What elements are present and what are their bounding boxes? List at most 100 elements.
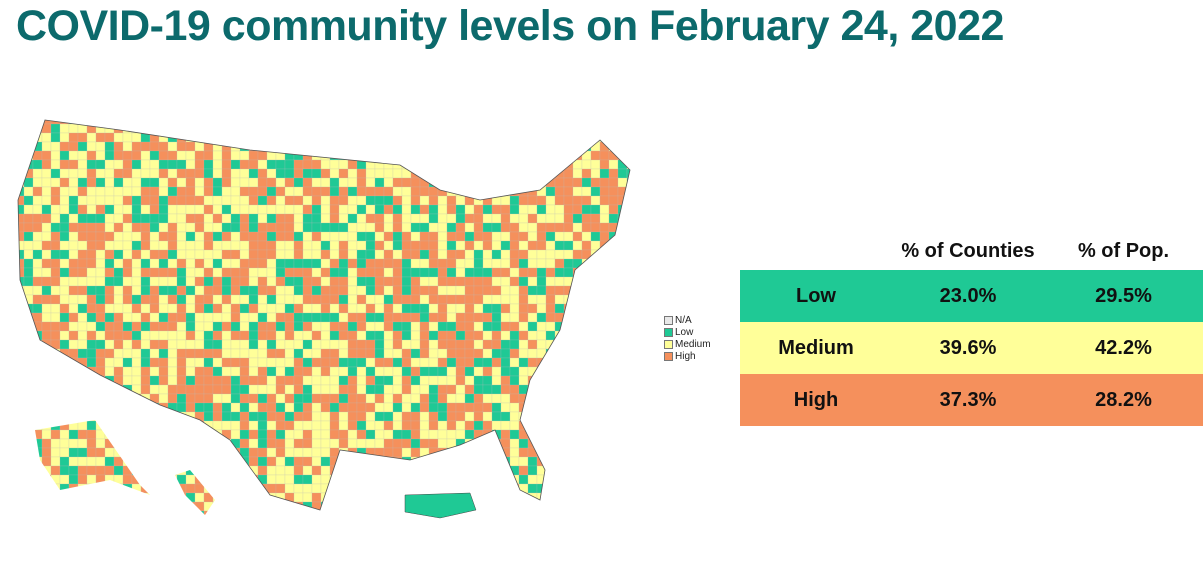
county-tile <box>248 330 259 341</box>
county-tile <box>230 492 241 503</box>
county-tile <box>518 330 529 341</box>
county-tile <box>365 339 376 350</box>
county-tile <box>509 258 520 269</box>
county-tile <box>158 456 169 467</box>
county-tile <box>599 186 610 197</box>
county-tile <box>482 276 493 287</box>
county-tile <box>293 330 304 341</box>
county-tile <box>374 420 385 431</box>
legend-item: High <box>664 350 711 362</box>
county-tile <box>599 492 610 503</box>
county-tile <box>401 330 412 341</box>
county-tile <box>455 132 466 143</box>
county-tile <box>582 520 591 529</box>
county-tile <box>167 384 178 395</box>
county-tile <box>95 501 106 512</box>
county-tile <box>383 240 394 251</box>
county-tile <box>518 159 529 170</box>
county-tile <box>410 141 421 152</box>
county-tile <box>401 384 412 395</box>
county-tile <box>122 120 133 125</box>
county-tile <box>302 240 313 251</box>
county-tile <box>302 249 313 260</box>
county-tile <box>293 240 304 251</box>
county-tile <box>500 213 511 224</box>
county-tile <box>338 132 349 143</box>
county-tile <box>365 294 376 305</box>
county-tile <box>50 366 61 377</box>
county-tile <box>257 294 268 305</box>
county-tile <box>302 411 313 422</box>
county-tile <box>95 420 106 431</box>
county-tile <box>239 168 250 179</box>
county-tile <box>410 249 421 260</box>
county-tile <box>95 483 106 494</box>
county-tile <box>536 420 547 431</box>
county-tile <box>636 493 645 502</box>
county-tile <box>608 420 619 431</box>
county-tile <box>572 357 583 368</box>
county-tile <box>77 303 88 314</box>
county-tile <box>257 249 268 260</box>
county-tile <box>140 438 151 449</box>
county-tile <box>185 204 196 215</box>
county-tile <box>18 438 25 449</box>
county-tile <box>248 267 259 278</box>
county-tile <box>140 366 151 377</box>
county-tile <box>266 312 277 323</box>
county-tile <box>572 330 583 341</box>
county-tile <box>86 483 97 494</box>
county-tile <box>527 438 538 449</box>
county-tile <box>509 348 520 359</box>
county-tile <box>59 501 70 512</box>
county-tile <box>410 312 421 323</box>
county-tile <box>383 357 394 368</box>
county-tile <box>527 294 538 305</box>
county-tile <box>302 186 313 197</box>
county-tile <box>446 411 457 422</box>
county-tile <box>68 258 79 269</box>
county-tile <box>257 195 268 206</box>
county-tile <box>636 421 645 430</box>
county-tile <box>618 520 627 529</box>
county-tile <box>626 150 630 161</box>
county-tile <box>545 438 556 449</box>
county-tile <box>536 474 547 485</box>
county-tile <box>311 384 322 395</box>
county-tile <box>50 120 61 125</box>
county-tile <box>509 429 520 440</box>
county-tile <box>509 195 520 206</box>
county-tile <box>500 312 511 323</box>
county-tile <box>419 258 430 269</box>
county-tile <box>212 285 223 296</box>
county-tile <box>572 438 583 449</box>
county-tile <box>168 520 177 529</box>
county-tile <box>482 267 493 278</box>
county-tile <box>275 267 286 278</box>
county-tile <box>581 375 592 386</box>
county-tile <box>248 375 259 386</box>
county-tile <box>482 258 493 269</box>
county-tile <box>519 520 528 529</box>
county-tile <box>194 474 205 485</box>
county-tile <box>563 474 574 485</box>
county-tile <box>194 339 205 350</box>
county-tile <box>482 204 493 215</box>
county-tile <box>266 357 277 368</box>
county-tile <box>122 402 133 413</box>
county-tile <box>464 159 475 170</box>
county-tile <box>212 213 223 224</box>
county-tile <box>248 384 259 395</box>
county-tile <box>473 213 484 224</box>
county-tile <box>18 339 25 350</box>
county-tile <box>617 447 628 458</box>
county-tile <box>329 132 340 143</box>
county-tile <box>401 213 412 224</box>
county-tile <box>284 249 295 260</box>
county-tile <box>536 375 547 386</box>
county-tile <box>185 483 196 494</box>
county-tile <box>464 150 475 161</box>
county-tile <box>608 120 619 125</box>
county-tile <box>275 510 286 515</box>
county-tile <box>527 132 538 143</box>
